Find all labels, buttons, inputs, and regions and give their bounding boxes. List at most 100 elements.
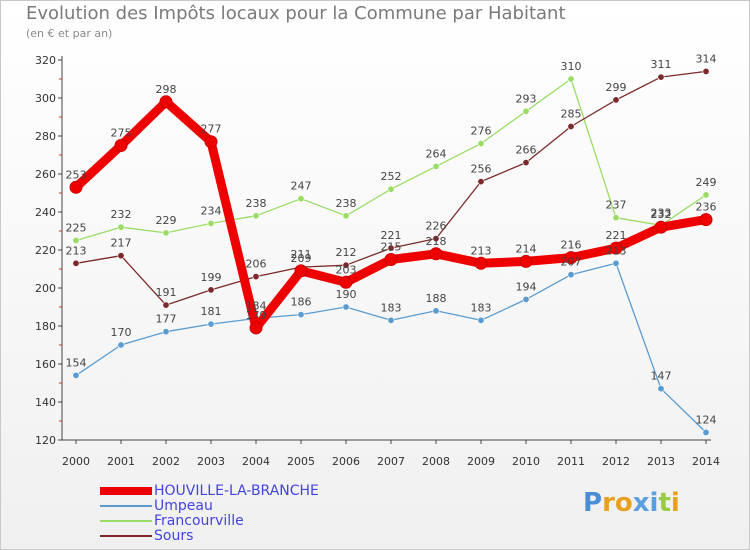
legend-swatch — [100, 487, 152, 495]
data-label: 234 — [201, 204, 222, 217]
data-label: 252 — [381, 170, 402, 183]
legend-label: HOUVILLE-LA-BRANCHE — [154, 483, 319, 499]
legend-swatch — [100, 520, 152, 522]
x-tick-label: 2003 — [197, 455, 225, 468]
data-label: 229 — [156, 214, 177, 227]
data-label: 211 — [291, 248, 312, 261]
y-tick-label: 120 — [35, 434, 56, 447]
data-point — [474, 256, 488, 270]
legend-swatch — [100, 505, 152, 507]
data-point — [612, 259, 620, 267]
logo-letter: o — [614, 488, 633, 518]
data-label: 206 — [246, 258, 267, 271]
data-point — [432, 162, 440, 170]
legend-swatch — [100, 535, 152, 537]
x-tick-label: 2012 — [602, 455, 630, 468]
data-point — [432, 307, 440, 315]
x-tick-label: 2005 — [287, 455, 315, 468]
data-point — [117, 252, 125, 260]
x-tick-label: 2010 — [512, 455, 540, 468]
data-point — [477, 316, 485, 324]
data-point — [297, 195, 305, 203]
data-label: 276 — [471, 125, 492, 138]
logo-letter: i — [649, 488, 659, 518]
y-tick-label: 260 — [35, 168, 56, 181]
data-label: 183 — [381, 301, 402, 314]
data-point — [522, 295, 530, 303]
data-point — [342, 212, 350, 220]
data-point — [612, 214, 620, 222]
data-label: 186 — [291, 296, 312, 309]
data-point — [702, 428, 710, 436]
data-point — [207, 320, 215, 328]
data-point — [162, 301, 170, 309]
data-label: 247 — [291, 180, 312, 193]
x-tick-label: 2009 — [467, 455, 495, 468]
data-label: 213 — [606, 244, 627, 257]
data-point — [162, 328, 170, 336]
data-point — [72, 371, 80, 379]
data-point — [252, 273, 260, 281]
legend-label: Francourville — [154, 513, 244, 529]
data-point — [702, 67, 710, 75]
data-point — [522, 107, 530, 115]
data-point — [117, 223, 125, 231]
data-point — [72, 237, 80, 245]
data-point — [477, 140, 485, 148]
data-label: 233 — [651, 206, 672, 219]
data-point — [429, 247, 443, 261]
data-point — [654, 220, 668, 234]
data-label: 221 — [381, 229, 402, 242]
data-point — [159, 95, 173, 109]
x-tick-label: 2011 — [557, 455, 585, 468]
x-tick-label: 2008 — [422, 455, 450, 468]
legend-label: Umpeau — [154, 498, 213, 514]
data-label: 221 — [606, 229, 627, 242]
data-label: 207 — [561, 256, 582, 269]
legend-label: Sours — [154, 528, 194, 544]
data-point — [297, 311, 305, 319]
data-label: 177 — [156, 313, 177, 326]
data-point — [702, 191, 710, 199]
y-tick-label: 200 — [35, 282, 56, 295]
data-label: 218 — [426, 235, 447, 248]
data-label: 298 — [156, 83, 177, 96]
x-tick-label: 2006 — [332, 455, 360, 468]
x-tick-label: 2014 — [692, 455, 720, 468]
x-tick-label: 2013 — [647, 455, 675, 468]
logo-letter: P — [583, 488, 603, 518]
data-label: 266 — [516, 144, 537, 157]
data-point — [162, 229, 170, 237]
data-point — [339, 275, 353, 289]
data-point — [657, 385, 665, 393]
data-label: 225 — [66, 222, 87, 235]
data-point — [204, 135, 218, 149]
logo-letter: r — [602, 488, 615, 518]
y-tick-label: 240 — [35, 206, 56, 219]
data-label: 232 — [651, 208, 672, 221]
data-label: 188 — [426, 292, 447, 305]
data-label: 310 — [561, 60, 582, 73]
data-label: 216 — [561, 239, 582, 252]
data-point — [69, 180, 83, 194]
data-label: 293 — [516, 92, 537, 105]
data-label: 191 — [156, 286, 177, 299]
data-point — [699, 213, 713, 227]
x-tick-label: 2004 — [242, 455, 270, 468]
data-point — [519, 254, 533, 268]
data-label: 190 — [336, 288, 357, 301]
data-label: 277 — [201, 123, 222, 136]
data-label: 213 — [471, 244, 492, 257]
data-point — [477, 178, 485, 186]
data-label: 217 — [111, 237, 132, 250]
x-tick-label: 2002 — [152, 455, 180, 468]
data-label: 213 — [66, 244, 87, 257]
data-label: 209 — [291, 252, 312, 265]
data-point — [609, 241, 623, 255]
y-tick-label: 300 — [35, 92, 56, 105]
data-point — [117, 341, 125, 349]
data-label: 253 — [66, 168, 87, 181]
data-label: 181 — [201, 305, 222, 318]
data-point — [657, 73, 665, 81]
